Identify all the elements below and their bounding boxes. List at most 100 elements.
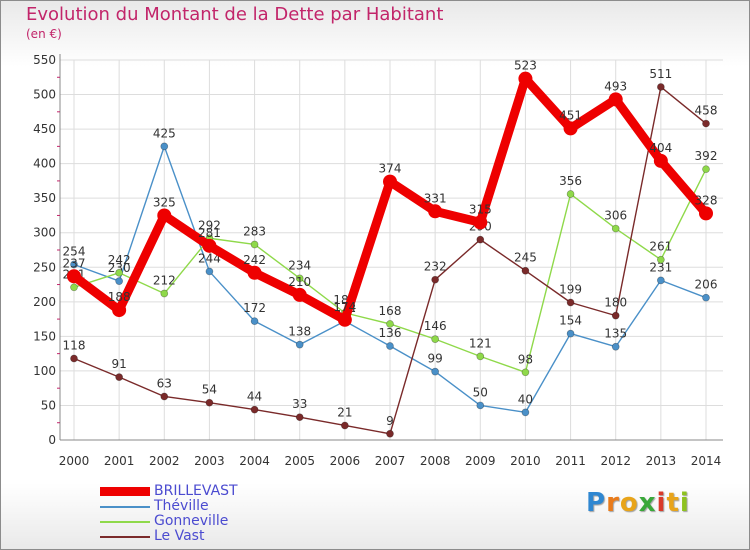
data-point bbox=[566, 329, 575, 338]
data-point bbox=[115, 268, 123, 277]
data-label: 63 bbox=[157, 376, 172, 390]
data-point bbox=[476, 352, 485, 361]
logo-letter: x bbox=[638, 488, 657, 518]
logo-letter: t bbox=[666, 488, 680, 518]
data-point bbox=[611, 224, 620, 233]
data-point bbox=[699, 206, 713, 221]
data-point bbox=[112, 303, 127, 318]
y-tick-label: 50 bbox=[41, 398, 56, 412]
y-tick-label: 500 bbox=[33, 88, 56, 102]
data-label: 136 bbox=[379, 326, 402, 340]
data-point bbox=[247, 265, 262, 280]
x-tick-label: 2001 bbox=[104, 454, 135, 468]
data-label: 230 bbox=[108, 261, 131, 275]
data-point bbox=[115, 373, 123, 381]
data-label: 523 bbox=[514, 59, 537, 73]
x-tick-label: 2005 bbox=[284, 454, 315, 468]
data-point bbox=[205, 398, 214, 407]
data-point bbox=[563, 121, 578, 136]
data-point bbox=[250, 317, 259, 326]
data-point bbox=[337, 312, 352, 327]
data-point bbox=[653, 153, 668, 168]
y-tick-label: 550 bbox=[33, 53, 56, 67]
data-label: 458 bbox=[695, 104, 718, 118]
data-point bbox=[476, 235, 485, 244]
data-point bbox=[295, 413, 304, 422]
data-label: 210 bbox=[288, 275, 311, 289]
x-tick-label: 2011 bbox=[555, 454, 586, 468]
data-label: 237 bbox=[63, 256, 86, 270]
x-tick-label: 2013 bbox=[646, 454, 677, 468]
data-label: 180 bbox=[604, 296, 627, 310]
data-label: 234 bbox=[288, 258, 311, 272]
data-label: 283 bbox=[243, 224, 266, 238]
y-tick-label: 250 bbox=[33, 260, 56, 274]
data-label: 242 bbox=[108, 253, 131, 267]
data-label: 292 bbox=[198, 218, 221, 232]
data-label: 33 bbox=[292, 397, 307, 411]
data-label: 451 bbox=[559, 108, 582, 122]
y-tick-label: 350 bbox=[33, 191, 56, 205]
data-point bbox=[292, 287, 307, 302]
data-label: 50 bbox=[473, 385, 488, 399]
legend-label: BRILLEVAST bbox=[154, 483, 238, 499]
data-label: 199 bbox=[559, 283, 582, 297]
x-tick-label: 2002 bbox=[149, 454, 180, 468]
data-point bbox=[428, 204, 443, 219]
data-point bbox=[386, 320, 394, 328]
data-point bbox=[566, 298, 575, 307]
data-point bbox=[386, 342, 394, 350]
data-label: 172 bbox=[243, 301, 266, 315]
data-point bbox=[205, 267, 214, 276]
x-tick-label: 2006 bbox=[330, 454, 361, 468]
data-label: 331 bbox=[424, 191, 447, 205]
data-label: 99 bbox=[428, 352, 443, 366]
data-label: 392 bbox=[695, 149, 718, 163]
data-point bbox=[67, 269, 81, 284]
x-tick-label: 2012 bbox=[600, 454, 631, 468]
data-point bbox=[521, 368, 530, 377]
legend-label: Gonneville bbox=[154, 513, 229, 529]
data-label: 121 bbox=[469, 336, 492, 350]
data-point bbox=[702, 165, 710, 174]
data-point bbox=[70, 260, 78, 269]
proxiti-logo: Proxiti bbox=[586, 488, 690, 518]
legend-swatch bbox=[100, 506, 150, 508]
data-point bbox=[702, 119, 710, 128]
data-label: 425 bbox=[153, 126, 176, 140]
data-label: 356 bbox=[559, 174, 582, 188]
data-point bbox=[70, 283, 78, 292]
data-label: 154 bbox=[559, 314, 582, 328]
data-point bbox=[702, 293, 710, 302]
data-point bbox=[476, 401, 485, 410]
y-tick-label: 0 bbox=[48, 433, 56, 447]
data-label: 281 bbox=[198, 226, 221, 240]
data-label: 54 bbox=[202, 383, 217, 397]
data-point bbox=[295, 340, 304, 349]
data-label: 206 bbox=[695, 278, 718, 292]
y-tick-label: 400 bbox=[33, 157, 56, 171]
data-point bbox=[115, 277, 123, 285]
logo-letter: o bbox=[619, 488, 639, 518]
data-point bbox=[250, 240, 259, 249]
logo-letter: P bbox=[586, 488, 607, 518]
data-label: 232 bbox=[424, 260, 447, 274]
data-label: 493 bbox=[604, 79, 627, 93]
y-tick-label: 150 bbox=[33, 329, 56, 343]
data-point bbox=[157, 208, 172, 223]
data-point bbox=[566, 190, 575, 198]
data-point bbox=[657, 83, 665, 91]
data-label: 254 bbox=[63, 245, 86, 259]
logo-letter: i bbox=[679, 488, 690, 518]
chart-title: Evolution du Montant de la Dette par Hab… bbox=[26, 4, 444, 25]
data-label: 40 bbox=[518, 392, 533, 406]
data-point bbox=[70, 354, 78, 363]
data-label: 245 bbox=[514, 251, 537, 265]
x-tick-label: 2000 bbox=[59, 454, 90, 468]
data-label: 9 bbox=[386, 414, 394, 428]
data-label: 168 bbox=[379, 304, 402, 318]
data-label: 511 bbox=[649, 67, 672, 81]
data-point bbox=[383, 174, 397, 189]
data-point bbox=[386, 429, 394, 438]
data-point bbox=[160, 142, 169, 151]
